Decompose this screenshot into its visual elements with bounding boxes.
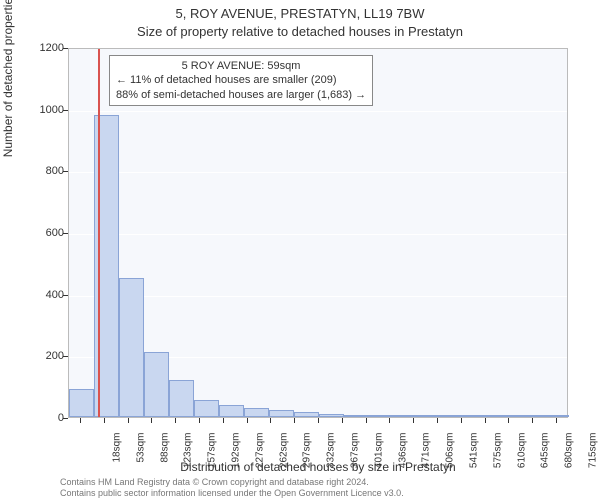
y-tick-label: 1200 — [24, 42, 64, 54]
y-tick-label: 600 — [24, 227, 64, 239]
histogram-bar — [144, 352, 169, 417]
histogram-bar — [394, 415, 419, 417]
x-tick — [175, 418, 176, 423]
histogram-bar — [469, 415, 494, 417]
x-tick-label: 262sqm — [278, 433, 289, 473]
x-tick-label: 715sqm — [588, 433, 599, 473]
histogram-bar — [519, 415, 544, 417]
x-tick — [366, 418, 367, 423]
y-tick — [63, 110, 68, 111]
histogram-bar — [344, 415, 369, 417]
x-tick-label: 297sqm — [302, 433, 313, 473]
property-marker-line — [98, 49, 100, 417]
attribution-footer: Contains HM Land Registry data © Crown c… — [60, 477, 404, 498]
x-tick-label: 332sqm — [326, 433, 337, 473]
x-tick — [80, 418, 81, 423]
x-tick — [508, 418, 509, 423]
x-tick — [247, 418, 248, 423]
gridline — [69, 172, 567, 173]
histogram-bar — [119, 278, 144, 417]
x-tick-label: 123sqm — [183, 433, 194, 473]
x-tick-label: 227sqm — [254, 433, 265, 473]
y-axis-label: Number of detached properties — [1, 0, 15, 157]
y-tick — [63, 233, 68, 234]
info-line-2: ← 11% of detached houses are smaller (20… — [116, 73, 366, 87]
chart-subtitle: Size of property relative to detached ho… — [0, 24, 600, 39]
x-tick — [389, 418, 390, 423]
histogram-bar — [369, 415, 394, 417]
histogram-bar — [244, 408, 269, 417]
x-tick-label: 436sqm — [397, 433, 408, 473]
x-tick — [413, 418, 414, 423]
x-tick-label: 157sqm — [207, 433, 218, 473]
y-tick-label: 1000 — [24, 104, 64, 116]
x-tick — [461, 418, 462, 423]
x-tick — [151, 418, 152, 423]
y-tick-label: 0 — [24, 412, 64, 424]
histogram-bar — [269, 410, 294, 417]
info-line-3: 88% of semi-detached houses are larger (… — [116, 88, 366, 102]
x-tick-label: 53sqm — [135, 433, 146, 473]
x-tick — [342, 418, 343, 423]
histogram-bar — [194, 400, 219, 417]
x-tick-label: 192sqm — [230, 433, 241, 473]
chart-container: 5, ROY AVENUE, PRESTATYN, LL19 7BW Size … — [0, 0, 600, 500]
x-tick-label: 575sqm — [492, 433, 503, 473]
y-tick-label: 800 — [24, 165, 64, 177]
y-tick-label: 200 — [24, 350, 64, 362]
x-tick-label: 680sqm — [564, 433, 575, 473]
x-tick — [128, 418, 129, 423]
x-tick-label: 367sqm — [350, 433, 361, 473]
footer-line-2: Contains public sector information licen… — [60, 488, 404, 498]
x-tick — [199, 418, 200, 423]
histogram-bar — [419, 415, 444, 417]
histogram-bar — [444, 415, 469, 417]
histogram-bar — [294, 412, 319, 417]
info-line-1: 5 ROY AVENUE: 59sqm — [116, 59, 366, 73]
x-tick-label: 18sqm — [111, 433, 122, 473]
y-tick-label: 400 — [24, 289, 64, 301]
gridline — [69, 234, 567, 235]
histogram-bar — [544, 415, 569, 417]
x-tick-label: 506sqm — [445, 433, 456, 473]
x-tick — [532, 418, 533, 423]
x-tick-label: 541sqm — [469, 433, 480, 473]
x-tick — [485, 418, 486, 423]
x-tick — [556, 418, 557, 423]
y-tick — [63, 418, 68, 419]
info-box: 5 ROY AVENUE: 59sqm ← 11% of detached ho… — [109, 55, 373, 106]
x-tick-label: 401sqm — [373, 433, 384, 473]
x-tick-label: 645sqm — [540, 433, 551, 473]
y-tick — [63, 295, 68, 296]
histogram-bar — [319, 414, 344, 417]
y-tick — [63, 48, 68, 49]
gridline — [69, 111, 567, 112]
histogram-bar — [169, 380, 194, 417]
plot-area: 5 ROY AVENUE: 59sqm ← 11% of detached ho… — [68, 48, 568, 418]
histogram-bar — [69, 389, 94, 417]
footer-line-1: Contains HM Land Registry data © Crown c… — [60, 477, 404, 487]
histogram-bar — [219, 405, 244, 417]
x-tick — [223, 418, 224, 423]
x-tick-label: 610sqm — [516, 433, 527, 473]
y-tick — [63, 171, 68, 172]
x-tick — [294, 418, 295, 423]
x-tick-label: 471sqm — [421, 433, 432, 473]
histogram-bar — [494, 415, 519, 417]
x-tick — [437, 418, 438, 423]
x-tick — [270, 418, 271, 423]
y-tick — [63, 356, 68, 357]
x-tick — [104, 418, 105, 423]
x-tick — [318, 418, 319, 423]
x-tick-label: 88sqm — [159, 433, 170, 473]
address-title: 5, ROY AVENUE, PRESTATYN, LL19 7BW — [0, 6, 600, 21]
